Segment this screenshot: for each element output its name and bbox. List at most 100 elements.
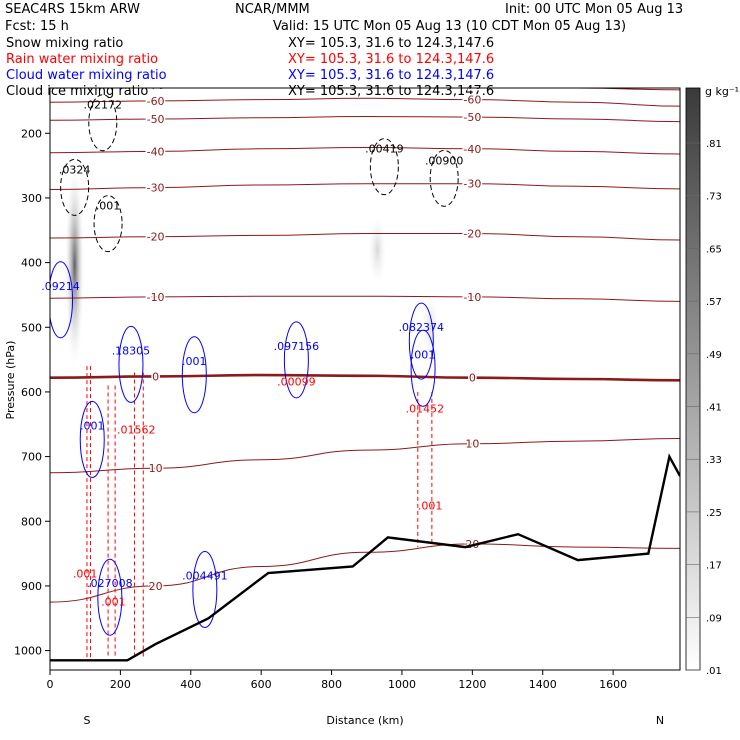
- x-axis-label: Distance (km): [326, 714, 403, 727]
- temperature-contour-label: 20: [149, 580, 163, 593]
- header: SEAC4RS 15km ARW NCAR/MMM Init: 00 UTC M…: [5, 2, 683, 99]
- init-time: Init: 00 UTC Mon 05 Aug 13: [505, 2, 683, 17]
- ice-shading-column: [367, 210, 388, 289]
- maximum-value-label: .00900: [425, 154, 464, 167]
- field-name-cloud-water: Cloud water mixing ratio: [6, 68, 167, 83]
- temperature-contour-label: -70: [463, 79, 481, 92]
- field-name-cloud-ice: Cloud ice mixing ratio: [6, 84, 148, 99]
- cloud-water-contour: [50, 261, 74, 339]
- cloud-water-contour: [118, 325, 144, 403]
- y-tick-label: 300: [21, 192, 42, 205]
- colorbar-gradient: [685, 87, 701, 671]
- cloud-ice-contour: [429, 149, 459, 207]
- maximum-value-label: .001: [96, 200, 121, 213]
- colorbar-tick-label: .65: [706, 244, 722, 255]
- rain-contours: [86, 366, 433, 658]
- temperature-contour-line: [50, 146, 680, 155]
- maximum-value-label: .18305: [112, 344, 151, 357]
- temperature-contour-label: -20: [147, 231, 165, 244]
- cloud-water-contour: [192, 550, 218, 628]
- cloud-ice-contour: [93, 195, 123, 253]
- maximum-value-label: .09214: [41, 280, 80, 293]
- colorbar-tick-label: .33: [706, 455, 722, 466]
- x-tick-label: 1000: [388, 678, 416, 691]
- x-tick-label: 600: [251, 678, 272, 691]
- colorbar-tick-label: .25: [706, 508, 722, 519]
- org-label: NCAR/MMM: [235, 2, 310, 17]
- temperature-contours: -70 -70 -60 -60 -50 -50 -40 -40 -30 -30 -20 -20 -10 -…: [50, 79, 680, 603]
- maximum-value-label: .02172: [84, 99, 123, 112]
- y-tick-label: 700: [21, 451, 42, 464]
- cloud-water-contours: [50, 94, 459, 636]
- field-xy-snow: XY= 105.3, 31.6 to 124.3,147.6: [288, 36, 494, 51]
- cloud-water-contour: [408, 302, 434, 380]
- terrain-layer: [50, 453, 680, 662]
- maximum-value-label: .00099: [277, 375, 316, 388]
- ice-shading-layer: [64, 159, 441, 373]
- y-tick-label: 800: [21, 515, 42, 528]
- y-axis-label: Pressure (hPa): [4, 341, 17, 420]
- maximum-value-label: .01452: [406, 403, 445, 416]
- maximum-value-label: .001: [101, 595, 126, 608]
- colorbar-tick-label: .73: [706, 192, 722, 203]
- cloud-water-contour: [181, 336, 207, 414]
- maximum-value-label: .004491: [182, 569, 228, 582]
- y-tick-label: 400: [21, 257, 42, 270]
- x-tick-label: 400: [180, 678, 201, 691]
- maximum-value-label: .027008: [87, 577, 133, 590]
- maximum-value-label: .01562: [117, 423, 156, 436]
- temperature-contour-label: -10: [463, 291, 481, 304]
- temperature-contour-label: -20: [463, 228, 481, 241]
- field-xy-rain: XY= 105.3, 31.6 to 124.3,147.6: [288, 52, 494, 67]
- field-name-snow: Snow mixing ratio: [6, 36, 123, 51]
- forecast-hour: Fcst: 15 h: [5, 19, 69, 34]
- cloud-water-contour: [410, 329, 436, 407]
- valid-time: Valid: 15 UTC Mon 05 Aug 13 (10 CDT Mon …: [273, 19, 626, 34]
- temperature-contour-label: 0: [469, 372, 476, 385]
- temperature-contour-line: [50, 97, 680, 107]
- maximum-value-label: .097156: [274, 340, 320, 353]
- cloud-ice-contour: [60, 158, 90, 216]
- colorbar-unit: g kg⁻¹: [705, 85, 739, 98]
- colorbar-tick-label: .57: [706, 297, 722, 308]
- temperature-contour-label: -40: [147, 145, 165, 158]
- axes: 0 200 400 600 800 1000 1200 1400 160020030040050…: [14, 127, 627, 691]
- temperature-contour-label: -70: [147, 79, 165, 92]
- x-tick-label: 1400: [529, 678, 557, 691]
- temperature-contour-label: -30: [147, 182, 165, 195]
- y-tick-label: 200: [21, 127, 42, 140]
- temperature-contour-label: -50: [147, 113, 165, 126]
- cloud-ice-contour: [369, 138, 399, 196]
- temperature-contour-label: -10: [147, 291, 165, 304]
- field-name-rain: Rain water mixing ratio: [6, 52, 158, 67]
- x-tick-label: 800: [321, 678, 342, 691]
- temperature-contour-label: 0: [152, 370, 159, 383]
- temperature-contour-line: [50, 373, 680, 382]
- maximum-value-label: .001: [73, 568, 98, 581]
- maxima-labels: .02172 .0324 .00419 .00900 .001 .09214 .18305.…: [41, 99, 463, 609]
- temperature-contour-line: [50, 438, 680, 474]
- plot-frame: [49, 87, 681, 671]
- temperature-contour-label: 10: [149, 462, 163, 475]
- maximum-value-label: .001: [182, 355, 207, 368]
- south-label: S: [84, 714, 91, 727]
- cloud-ice-contour: [88, 94, 118, 152]
- colorbar-tick-label: .41: [706, 403, 722, 414]
- cloud-water-contour: [283, 321, 309, 399]
- temperature-contour-label: -30: [463, 178, 481, 191]
- temperature-contour-label: -60: [463, 94, 481, 107]
- colorbar-tick-label: .49: [706, 350, 722, 361]
- y-tick-label: 1000: [14, 645, 42, 658]
- y-tick-label: 600: [21, 386, 42, 399]
- x-tick-label: 200: [110, 678, 131, 691]
- x-tick-label: 1200: [458, 678, 486, 691]
- temperature-contour-line: [50, 543, 680, 603]
- colorbar-tick-label: .81: [706, 139, 722, 150]
- colorbar-tick-label: .17: [706, 561, 722, 572]
- temperature-contour-label: 10: [465, 438, 479, 451]
- temperature-contour-line: [50, 295, 680, 302]
- maximum-value-label: .001: [80, 419, 105, 432]
- colorbar-tick-label: .09: [706, 613, 722, 624]
- temperature-contour-label: -60: [147, 95, 165, 108]
